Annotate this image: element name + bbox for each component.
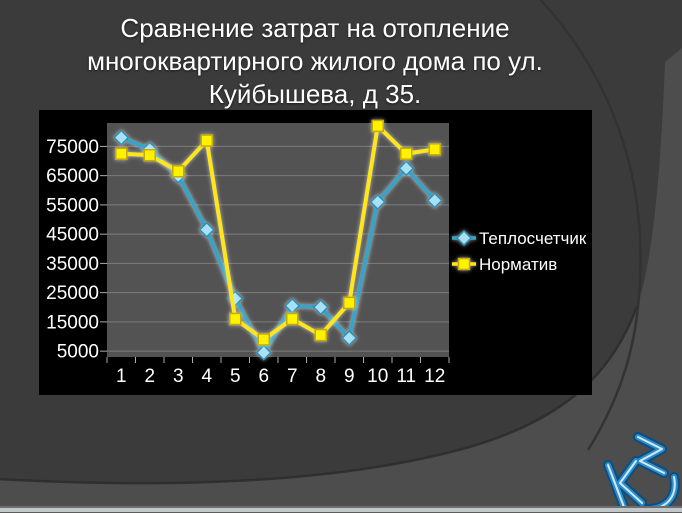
data-point-square [172,165,185,178]
legend-label: Теплосчетчик [479,229,587,248]
data-point-square [229,312,242,326]
data-point-square [371,119,384,133]
data-point-square [428,143,441,156]
series-square [115,119,441,346]
slide-title: Сравнение затрат на отопление многокварт… [0,12,630,111]
data-point-square [457,257,471,271]
bottom-edge-strip-upper [0,506,682,508]
line-chart: 5000 15000 25000 35000 45000 55000 65000 75000 1… [46,119,587,387]
x-tick-label: 6 [258,366,269,387]
x-tick-label: 12 [424,366,445,387]
x-tick-label: 5 [230,366,241,387]
x-tick-label: 2 [144,366,155,387]
data-point-square [314,328,327,342]
y-tick-label: 75000 [46,137,99,158]
x-tick-label: 3 [173,366,184,387]
bottom-edge-strip-light [0,508,682,512]
y-tick-label: 25000 [46,283,99,304]
y-tick-label: 15000 [46,312,99,333]
data-point-diamond [198,221,215,238]
chart-container: 5000 15000 25000 35000 45000 55000 65000 75000 1… [39,110,592,395]
x-tick-label: 1 [116,366,127,387]
kc-logo [603,432,680,511]
data-point-diamond [312,299,329,316]
x-tick-label: 7 [287,366,298,387]
data-point-diamond [341,329,358,347]
legend-item [452,229,476,247]
background-swoosh-line [0,305,639,485]
data-point-diamond [455,229,473,247]
background-arc-line [538,0,642,451]
data-point-diamond [369,193,386,211]
legend-item [452,257,476,271]
y-tick-label: 35000 [46,254,99,275]
x-tick-label: 9 [344,366,355,387]
data-point-diamond [255,344,272,361]
slide-title-line-1: Сравнение затрат на отопление [120,13,510,43]
data-point-square [286,312,299,326]
legend-label: Норматив [479,255,557,274]
data-point-diamond [426,192,443,209]
x-tick-label: 8 [315,366,326,387]
slide-title-line-2: многоквартирного жилого дома по ул. [87,46,543,76]
y-tick-label: 5000 [57,342,99,363]
data-point-square [400,147,413,160]
data-point-square [143,148,156,162]
data-point-square [343,296,356,310]
y-tick-label: 65000 [46,166,99,187]
y-tick-label: 55000 [46,195,99,216]
data-point-square [200,134,213,147]
x-tick-label: 4 [201,366,212,387]
data-point-square [115,147,128,160]
data-point-diamond [398,160,415,177]
kc-logo-strokes [603,432,680,511]
x-tick-label: 11 [396,366,416,387]
x-tick-label: 10 [367,366,388,387]
y-tick-label: 45000 [46,225,99,246]
data-point-square [257,333,270,346]
slide-title-line-3: Куйбышева, д 35. [208,79,422,109]
data-point-diamond [113,129,130,146]
